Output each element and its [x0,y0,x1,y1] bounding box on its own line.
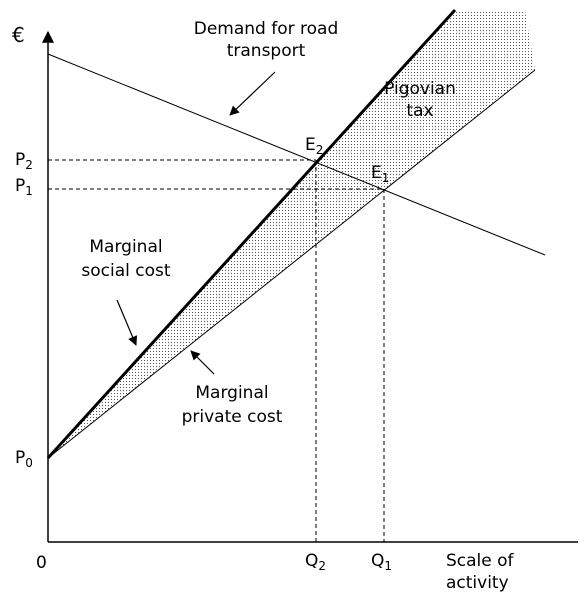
private-arrow [190,350,215,375]
tax-label: Pigovian tax [384,79,456,121]
x-axis-label: Scale of activity [446,551,515,593]
social-cost-label: Marginal social cost [81,237,170,281]
price-label: P2 [15,150,33,172]
private-cost-label: Marginal private cost [182,383,283,427]
demand-label: Demand for road transport [194,19,339,61]
quantity-label: Q2 [305,551,326,573]
social-arrow [116,299,138,346]
equilibrium-label: E1 [371,163,389,185]
demand-curve [47,53,546,256]
y-axis-label: € [12,23,25,47]
price-label: P0 [15,448,33,470]
origin-label: 0 [36,553,47,573]
price-label: P1 [15,176,33,198]
equilibrium-label: E2 [305,135,323,157]
private-cost-curve [47,69,536,459]
demand-arrow [229,71,276,116]
quantity-label: Q1 [371,551,392,573]
tax-area [48,10,535,458]
social-cost-curve [46,8,457,460]
